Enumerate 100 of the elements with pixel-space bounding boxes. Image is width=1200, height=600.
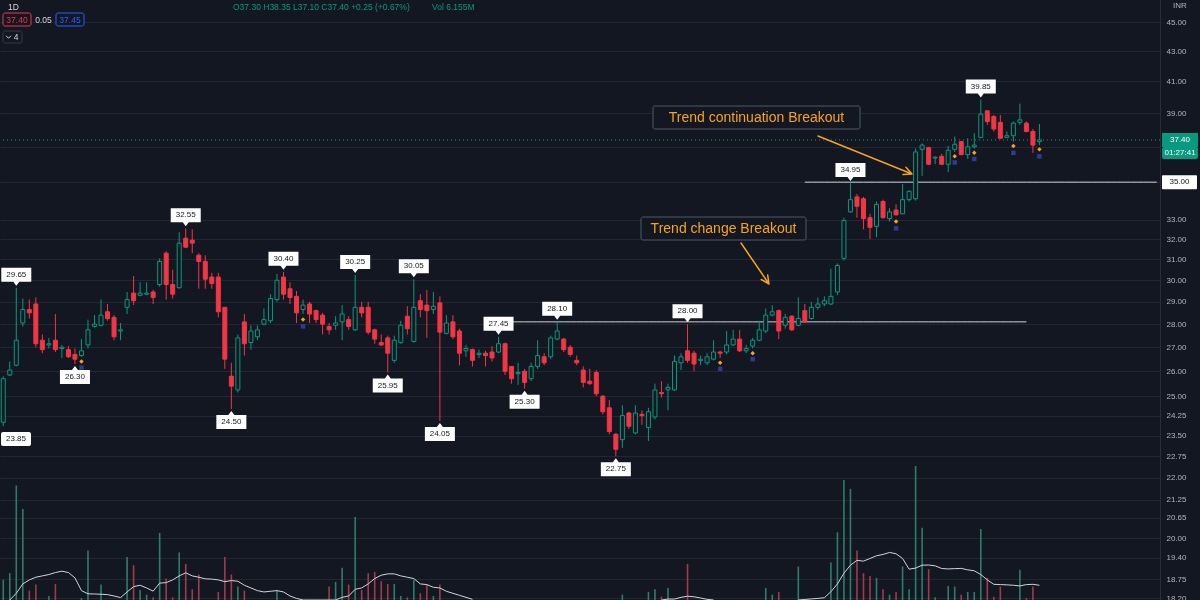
annotation: 25.30: [514, 396, 536, 406]
candlestick: [39, 333, 45, 354]
y-tick-label: 21.25: [1166, 495, 1188, 505]
y-tick-label: 30.00: [1166, 275, 1188, 285]
point: [300, 324, 306, 329]
y-tick-label: 22.00: [1166, 473, 1188, 483]
candlestick: [241, 313, 247, 357]
candlestick: [737, 329, 743, 353]
candlestick: [776, 309, 782, 340]
annotation: Trend change Breakout: [650, 219, 797, 236]
point: [750, 350, 755, 356]
y-tick-label: 25.00: [1166, 391, 1188, 401]
annotation: 22.75: [605, 464, 627, 474]
candlestick: [1017, 103, 1023, 126]
candlestick: [632, 404, 638, 435]
annotation: 32.55: [175, 210, 197, 220]
annotation: 23.85: [5, 434, 27, 443]
candlestick: [847, 182, 853, 214]
annotation: 28.00: [677, 306, 699, 316]
point: [1037, 154, 1042, 159]
point: [1011, 150, 1016, 156]
y-tick-label: 22.75: [1166, 451, 1188, 461]
candlestick: [515, 362, 521, 386]
candlestick: [997, 114, 1003, 140]
candlestick: [157, 257, 163, 288]
candlestick: [59, 344, 65, 359]
candlestick: [613, 432, 619, 457]
candlestick: [85, 319, 91, 349]
candlestick: [874, 201, 880, 238]
annotation: 30.40: [273, 253, 295, 263]
candlestick: [965, 137, 971, 160]
candlestick: [795, 296, 801, 327]
point: [79, 359, 84, 364]
candlestick: [326, 322, 332, 335]
y-tick-label: 39.00: [1166, 108, 1188, 118]
annotation: O37.30 H38.35 L37.10 C37.40 +0.25 (+0.67%): [233, 2, 410, 12]
point: [952, 154, 957, 159]
point: [952, 160, 957, 165]
candlestick: [150, 289, 156, 305]
candlestick: [52, 313, 58, 353]
y-tick-label: 27.00: [1166, 342, 1188, 352]
candlestick: [548, 335, 554, 360]
candlestick: [945, 145, 951, 173]
annotation: 37.45: [59, 14, 81, 25]
candlestick: [893, 203, 899, 217]
y-tick-label: 32.00: [1166, 234, 1188, 244]
text: 01:27:41: [1164, 148, 1197, 157]
candlestick: [522, 368, 528, 390]
annotation: 0.05: [35, 14, 53, 25]
annotation: 25.95: [377, 380, 399, 390]
point: [717, 360, 723, 366]
point: [750, 356, 755, 362]
y-axis-title: INR: [1173, 1, 1188, 10]
annotation: Vol 6.155M: [432, 2, 475, 12]
candlestick: [919, 142, 925, 177]
candlestick: [189, 228, 195, 254]
candlestick: [404, 305, 410, 335]
candlestick: [639, 409, 645, 426]
y-tick-label: 33.00: [1166, 215, 1188, 225]
annotation: 4: [13, 32, 19, 42]
y-tick-label: 43.00: [1166, 46, 1188, 56]
series-label: 35.00: [1169, 177, 1191, 187]
candlestick: [430, 291, 436, 315]
candlestick: [20, 298, 26, 327]
candlestick: [300, 299, 306, 315]
candlestick: [131, 275, 137, 306]
y-tick-label: 18.75: [1166, 574, 1188, 584]
y-tick-label: 26.00: [1166, 366, 1188, 376]
annotation: 34.95: [840, 165, 861, 175]
candlestick: [352, 274, 358, 332]
point: [79, 365, 84, 370]
candlestick: [476, 349, 482, 359]
point: [893, 226, 899, 231]
annotation: 26.30: [64, 371, 86, 381]
point: [1037, 147, 1042, 152]
annotation: 39.85: [970, 81, 992, 91]
y-tick-label: 29.00: [1166, 297, 1188, 307]
annotation: 30.05: [403, 261, 425, 271]
y-tick-label: 24.25: [1166, 411, 1188, 421]
candlestick: [658, 380, 664, 399]
annotation: 30.25: [345, 256, 366, 266]
candlestick: [880, 199, 886, 220]
y-tick-label: 18.20: [1166, 593, 1188, 600]
y-tick-label: 20.00: [1166, 533, 1188, 543]
y-tick-label: 31.00: [1166, 254, 1188, 264]
annotation: 24.50: [221, 417, 242, 427]
candlestick: [228, 362, 234, 410]
y-tick-label: 41.00: [1166, 76, 1188, 86]
y-tick-label: 28.00: [1166, 319, 1188, 329]
point: [972, 150, 977, 156]
candlestick: [124, 291, 130, 315]
candlestick: [196, 252, 202, 290]
annotation: 37.40: [6, 14, 28, 25]
annotation: 24.05: [429, 428, 451, 438]
candlestick: [46, 337, 52, 349]
point: [972, 156, 977, 162]
y-tick-label: 20.65: [1166, 513, 1188, 523]
y-tick-label: 19.40: [1166, 553, 1188, 563]
ref-line-label: 37.40: [1169, 134, 1191, 144]
annotation: 1D: [8, 2, 19, 12]
